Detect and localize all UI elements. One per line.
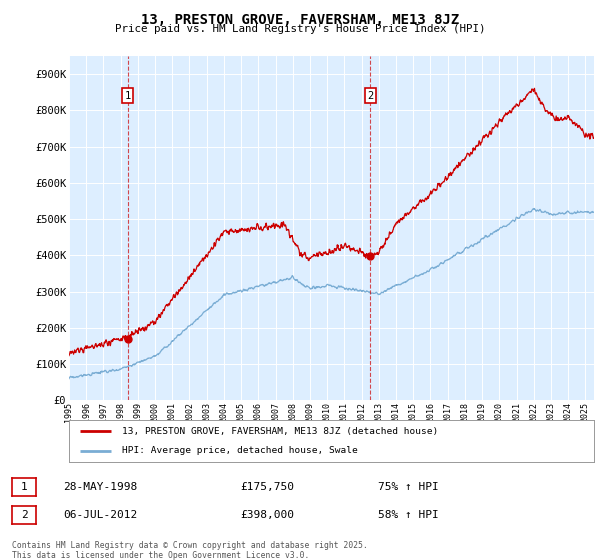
Text: 13, PRESTON GROVE, FAVERSHAM, ME13 8JZ: 13, PRESTON GROVE, FAVERSHAM, ME13 8JZ: [141, 13, 459, 27]
Text: 28-MAY-1998: 28-MAY-1998: [63, 482, 137, 492]
Text: HPI: Average price, detached house, Swale: HPI: Average price, detached house, Swal…: [121, 446, 357, 455]
Text: £175,750: £175,750: [240, 482, 294, 492]
Text: 1: 1: [20, 482, 28, 492]
Text: Price paid vs. HM Land Registry's House Price Index (HPI): Price paid vs. HM Land Registry's House …: [115, 24, 485, 34]
Text: 06-JUL-2012: 06-JUL-2012: [63, 510, 137, 520]
Text: 13, PRESTON GROVE, FAVERSHAM, ME13 8JZ (detached house): 13, PRESTON GROVE, FAVERSHAM, ME13 8JZ (…: [121, 427, 438, 436]
Text: £398,000: £398,000: [240, 510, 294, 520]
Text: 75% ↑ HPI: 75% ↑ HPI: [378, 482, 439, 492]
Text: 58% ↑ HPI: 58% ↑ HPI: [378, 510, 439, 520]
Text: 2: 2: [367, 91, 373, 101]
Text: 2: 2: [20, 510, 28, 520]
Text: Contains HM Land Registry data © Crown copyright and database right 2025.
This d: Contains HM Land Registry data © Crown c…: [12, 541, 368, 560]
Text: 1: 1: [125, 91, 131, 101]
